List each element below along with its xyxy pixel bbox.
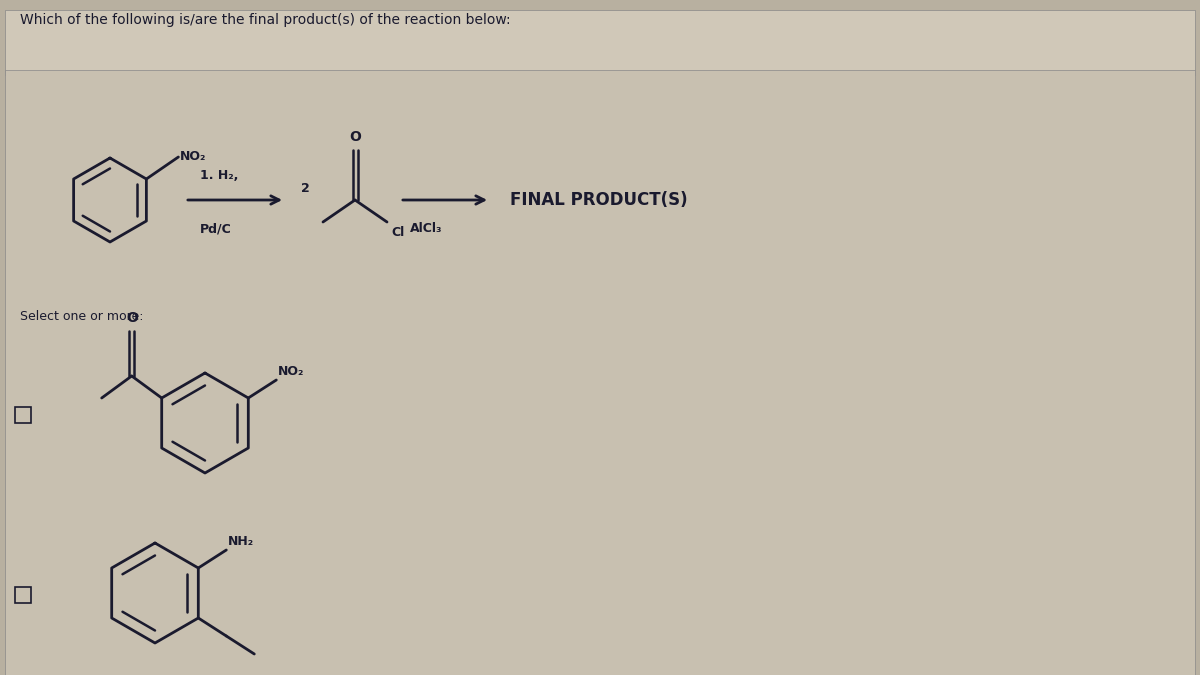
Bar	[14, 587, 31, 603]
Text: 1. H₂,: 1. H₂,	[200, 169, 239, 182]
FancyBboxPatch shape	[5, 70, 1195, 675]
Text: FINAL PRODUCT(S): FINAL PRODUCT(S)	[510, 191, 688, 209]
FancyBboxPatch shape	[5, 10, 1195, 75]
Text: Which of the following is/are the final product(s) of the reaction below:: Which of the following is/are the final …	[20, 13, 511, 27]
Text: NH₂: NH₂	[228, 535, 254, 548]
Bar	[14, 407, 31, 423]
Text: 2: 2	[301, 182, 310, 194]
Text: Select one or more:: Select one or more:	[20, 310, 144, 323]
Text: NO₂: NO₂	[278, 365, 305, 378]
Text: O: O	[349, 130, 361, 144]
Text: AlCl₃: AlCl₃	[410, 222, 443, 235]
Text: Cl: Cl	[391, 226, 404, 239]
Text: NO₂: NO₂	[180, 151, 206, 163]
Text: O: O	[126, 311, 138, 325]
Text: Pd/C: Pd/C	[200, 222, 232, 235]
